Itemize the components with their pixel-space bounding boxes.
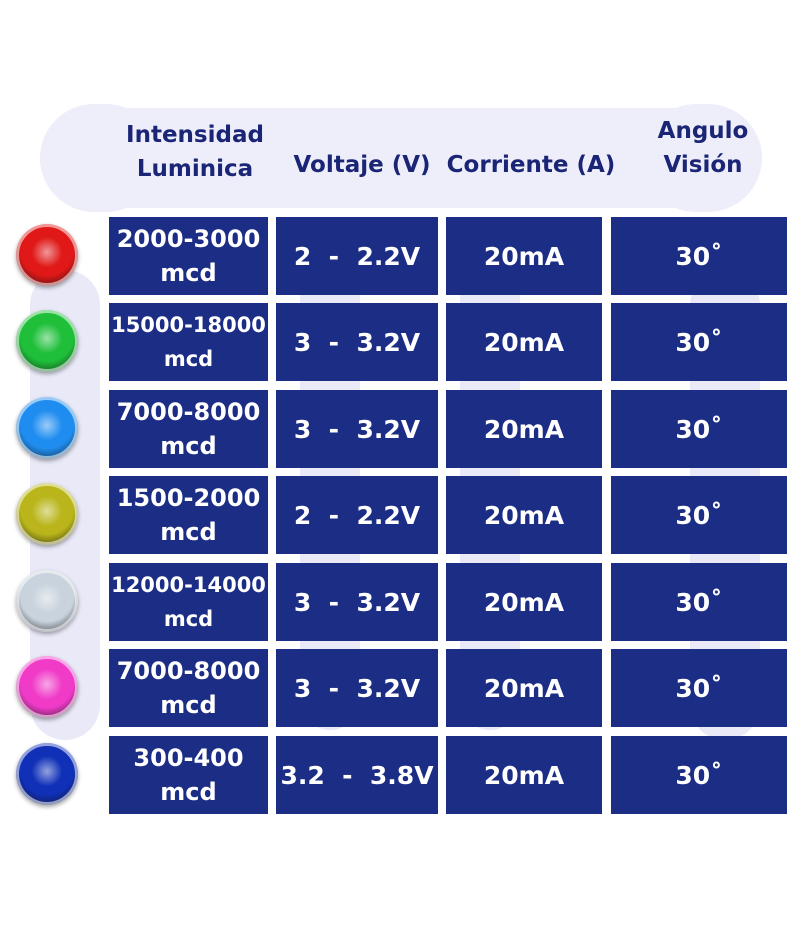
voltage-value: 2 - 2.2V <box>293 500 421 530</box>
yellow-led-icon <box>16 483 78 545</box>
voltage-cell: 3.2 - 3.8V <box>276 736 438 814</box>
pink-led-icon <box>16 656 78 718</box>
intensity-cell: 7000-8000 mcd <box>109 649 268 727</box>
current-cell: 20mA <box>446 736 602 814</box>
angle-value: 30˚ <box>675 327 723 357</box>
current-cell: 20mA <box>446 303 602 381</box>
intensity-value: 7000-8000 <box>116 657 261 685</box>
intensity-unit: mcd <box>160 691 217 719</box>
angle-cell: 30˚ <box>611 476 787 554</box>
blue-led-icon <box>16 397 78 459</box>
intensity-value: 15000-18000 <box>111 313 266 337</box>
current-cell: 20mA <box>446 476 602 554</box>
intensity-cell: 15000-18000 mcd <box>109 303 268 381</box>
intensity-unit: mcd <box>160 778 217 806</box>
current-cell: 20mA <box>446 217 602 295</box>
voltage-value: 3 - 3.2V <box>293 327 421 357</box>
intensity-value: 12000-14000 <box>111 573 266 597</box>
voltage-value: 2 - 2.2V <box>293 241 421 271</box>
header-current: Corriente (A) <box>446 152 616 178</box>
voltage-cell: 2 - 2.2V <box>276 217 438 295</box>
intensity-cell: 12000-14000 mcd <box>109 563 268 641</box>
angle-cell: 30˚ <box>611 390 787 468</box>
intensity-value: 7000-8000 <box>116 398 261 426</box>
white-led-icon <box>16 570 78 632</box>
voltage-cell: 3 - 3.2V <box>276 563 438 641</box>
intensity-cell: 2000-3000 mcd <box>109 217 268 295</box>
intensity-value: 1500-2000 <box>116 484 261 512</box>
header-angle: Angulo Visión <box>657 118 749 178</box>
voltage-value: 3 - 3.2V <box>293 414 421 444</box>
angle-value: 30˚ <box>675 760 723 790</box>
angle-cell: 30˚ <box>611 563 787 641</box>
angle-value: 30˚ <box>675 500 723 530</box>
current-value: 20mA <box>483 327 565 357</box>
current-value: 20mA <box>483 673 565 703</box>
header-intensity: Intensidad Luminica <box>126 122 264 182</box>
voltage-cell: 2 - 2.2V <box>276 476 438 554</box>
intensity-cell: 1500-2000 mcd <box>109 476 268 554</box>
current-cell: 20mA <box>446 563 602 641</box>
intensity-unit: mcd <box>160 432 217 460</box>
current-value: 20mA <box>483 500 565 530</box>
voltage-value: 3.2 - 3.8V <box>280 760 434 790</box>
intensity-unit: mcd <box>160 259 217 287</box>
intensity-value: 2000-3000 <box>116 225 261 253</box>
angle-cell: 30˚ <box>611 217 787 295</box>
intensity-unit: mcd <box>163 347 214 371</box>
angle-value: 30˚ <box>675 241 723 271</box>
red-led-icon <box>16 224 78 286</box>
intensity-cell: 7000-8000 mcd <box>109 390 268 468</box>
current-value: 20mA <box>483 414 565 444</box>
angle-cell: 30˚ <box>611 303 787 381</box>
angle-value: 30˚ <box>675 414 723 444</box>
angle-cell: 30˚ <box>611 649 787 727</box>
voltage-cell: 3 - 3.2V <box>276 649 438 727</box>
intensity-unit: mcd <box>160 518 217 546</box>
header-band <box>40 104 762 212</box>
voltage-cell: 3 - 3.2V <box>276 390 438 468</box>
intensity-unit: mcd <box>163 607 214 631</box>
angle-cell: 30˚ <box>611 736 787 814</box>
current-value: 20mA <box>483 760 565 790</box>
voltage-cell: 3 - 3.2V <box>276 303 438 381</box>
header-voltage: Voltaje (V) <box>293 152 431 178</box>
intensity-value: 300-400 <box>133 744 244 772</box>
current-cell: 20mA <box>446 649 602 727</box>
dark-blue-led-icon <box>16 743 78 805</box>
current-value: 20mA <box>483 587 565 617</box>
angle-value: 30˚ <box>675 587 723 617</box>
current-value: 20mA <box>483 241 565 271</box>
angle-value: 30˚ <box>675 673 723 703</box>
voltage-value: 3 - 3.2V <box>293 673 421 703</box>
current-cell: 20mA <box>446 390 602 468</box>
voltage-value: 3 - 3.2V <box>293 587 421 617</box>
green-led-icon <box>16 310 78 372</box>
intensity-cell: 300-400 mcd <box>109 736 268 814</box>
